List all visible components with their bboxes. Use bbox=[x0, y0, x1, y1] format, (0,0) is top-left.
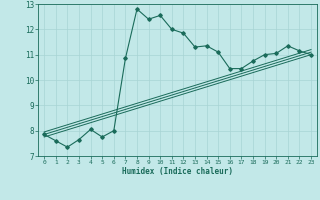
X-axis label: Humidex (Indice chaleur): Humidex (Indice chaleur) bbox=[122, 167, 233, 176]
